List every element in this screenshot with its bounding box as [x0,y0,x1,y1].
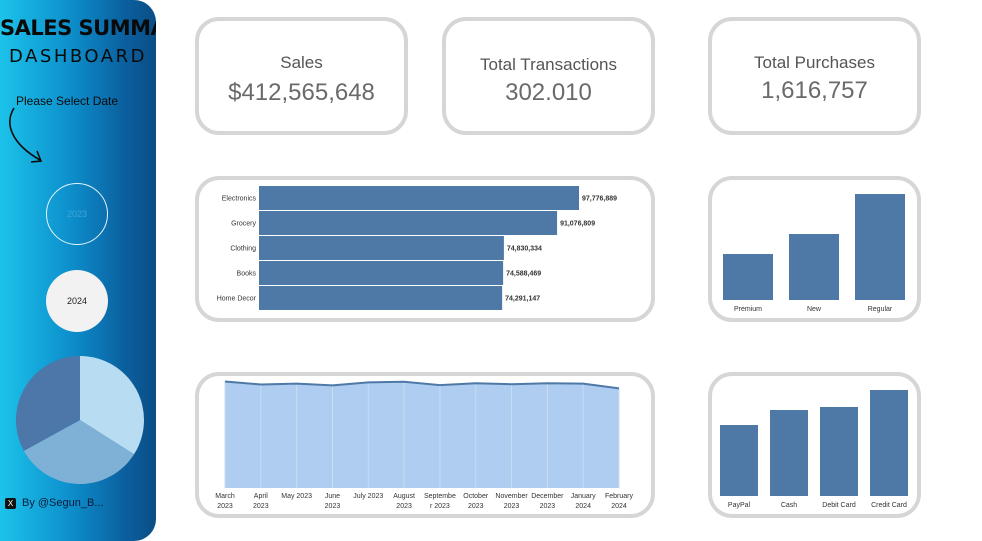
x-tick-label: July 2023 [353,493,383,500]
transactions-label: Total Transactions [479,55,617,74]
area-fill [225,381,619,488]
data-label: 91,076,809 [560,221,595,228]
sales-value: $412,565,648 [228,79,375,106]
x-tick-label: r 2023 [430,503,450,510]
customer-type-chart: Premium New Regular [723,194,905,313]
x-tick-label: March [215,493,235,500]
pie-chart [16,356,144,484]
x-tick-label: December [531,493,564,500]
data-label: 97,776,889 [582,196,617,203]
category-sales-card: Electronics 97,776,889 Grocery 91,076,809 Cl… [195,176,655,322]
bar [820,407,858,496]
bar [789,234,839,300]
x-tick-label: 2023 [396,503,412,510]
category-label: Home Decor [217,296,257,303]
curved-arrow-icon [9,107,43,163]
x-tick-label: 2024 [611,503,627,510]
purchases-label: Total Purchases [754,53,875,72]
x-tick-label: May 2023 [281,493,312,500]
purchases-card: Total Purchases 1,616,757 [708,17,921,135]
category-label: Clothing [230,246,256,253]
monthly-sales-chart: March 2023 April 2023 May 2023 June 2023 July 2… [215,380,634,510]
transactions-value: 302.010 [505,79,592,106]
category-label: Premium [734,306,762,313]
sales-label: Sales [280,53,323,72]
monthly-sales-card: March 2023 April 2023 May 2023 June 2023 July 2… [195,372,655,518]
payment-method-card: PayPal Cash Debit Card Credit Card [708,372,921,518]
x-tick-label: 2023 [325,503,341,510]
x-tick-label: 2024 [575,503,591,510]
category-sales-chart: Electronics 97,776,889 Grocery 91,076,809 Cl… [217,186,617,310]
x-tick-label: April [254,493,268,500]
category-label: Regular [868,306,893,313]
data-label: 74,588,469 [506,271,541,278]
category-label: Cash [781,502,797,509]
category-label: PayPal [728,502,751,509]
x-tick-label: August [393,493,415,500]
select-date-prompt: Please Select Date [16,94,119,108]
payment-method-chart: PayPal Cash Debit Card Credit Card [720,390,908,509]
sales-card: Sales $412,565,648 [195,17,408,135]
year-2024-button[interactable]: 2024 [46,270,108,332]
pie-slice [80,356,144,455]
transactions-card: Total Transactions 302.010 [442,17,655,135]
purchases-value: 1,616,757 [761,77,868,104]
x-tick-label: 2023 [253,503,269,510]
x-logo-icon: X [5,497,16,509]
pie-slice [16,356,80,451]
x-tick-label: 2023 [504,503,520,510]
category-label: Debit Card [822,502,856,509]
data-label: 74,830,334 [507,246,542,253]
bar [259,286,503,310]
bar [259,211,558,235]
x-tick-label: 2023 [468,503,484,510]
bar [259,186,579,210]
x-tick-label: January [571,493,596,500]
bar [259,261,504,285]
category-label: Credit Card [871,502,907,509]
author-credit-text: By @Segun_B... [22,497,104,509]
category-label: Electronics [222,196,257,203]
series-line [224,380,620,390]
category-label: Grocery [231,221,256,228]
category-label: New [807,306,822,313]
x-tick-label: June [325,493,340,500]
bar [770,410,808,496]
bar [720,425,758,496]
x-tick-label: November [495,493,528,500]
year-2023-button[interactable]: 2023 [46,183,108,245]
bar [259,236,504,260]
bar [855,194,905,300]
customer-type-card: Premium New Regular [708,176,921,322]
pie-slice [23,420,135,484]
category-label: Books [237,271,257,278]
x-tick-label: 2023 [540,503,556,510]
x-tick-label: Septembe [424,493,456,500]
bar [870,390,908,496]
x-tick-label: 2023 [217,503,233,510]
data-label: 74,291,147 [505,296,540,303]
x-tick-label: October [463,493,489,500]
sidebar: SALES SUMMARY DASHBOARD Please Select Da… [0,0,156,541]
author-credit[interactable]: X By @Segun_B... [5,497,104,509]
x-tick-label: February [605,493,634,500]
dashboard-title: SALES SUMMARY [0,16,156,40]
bar [723,254,773,300]
dashboard-subtitle: DASHBOARD [9,46,147,67]
